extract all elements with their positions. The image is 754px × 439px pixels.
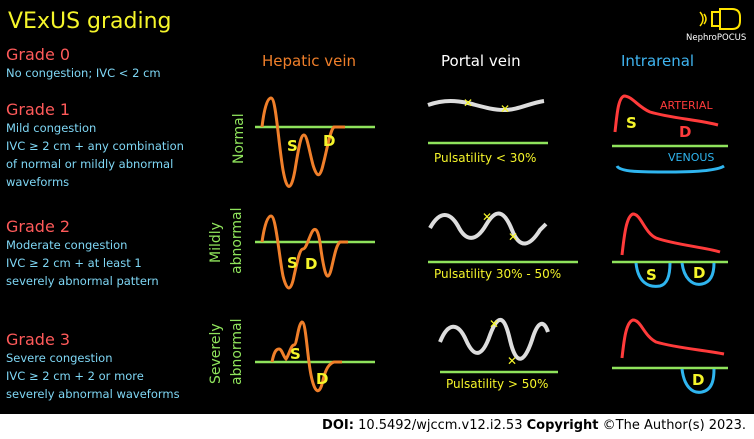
grade-0-desc: No congestion; IVC < 2 cm — [6, 66, 161, 80]
intrarenal-s-label-2: S — [646, 266, 657, 284]
logo-text: NephroPOCUS — [686, 33, 747, 43]
grade-2-desc-1: Moderate congestion — [6, 238, 128, 252]
grade-1-desc-4: waveforms — [6, 175, 70, 189]
grade-3-label: Grade 3 — [6, 330, 71, 349]
grade-0-label: Grade 0 — [6, 45, 71, 64]
intrarenal-arterial-label: ARTERIAL — [660, 99, 713, 112]
portal-marker-2a: ✕ — [482, 210, 492, 224]
grade-1-desc-3: of normal or mildly abnormal — [6, 157, 174, 171]
portal-pulsatility-1: Pulsatility < 30% — [434, 151, 536, 165]
intrarenal-venous-label: VENOUS — [668, 151, 714, 164]
doi-label: DOI: — [322, 418, 354, 433]
hepatic-s-label-2: S — [287, 254, 298, 272]
portal-waveform-2 — [428, 211, 548, 246]
ultrasound-probe-icon — [699, 8, 741, 30]
portal-marker-3b: ✕ — [507, 354, 517, 368]
grade-3-desc-1: Severe congestion — [6, 351, 113, 365]
intrarenal-venous-3 — [680, 368, 716, 394]
intrarenal-d-label-1: D — [679, 123, 691, 141]
portal-pulsatility-2: Pulsatility 30% - 50% — [434, 267, 561, 281]
grade-2-desc-2: IVC ≥ 2 cm + at least 1 — [6, 256, 142, 270]
footer: DOI: 10.5492/wjccm.v12.i2.53 Copyright ©… — [0, 414, 754, 439]
copyright-label: Copyright — [526, 418, 599, 433]
portal-marker-3a: ✕ — [489, 317, 499, 331]
hepatic-waveform-2 — [260, 214, 348, 290]
row-label-severely: Severely — [208, 323, 224, 384]
grade-1-label: Grade 1 — [6, 100, 71, 119]
row-label-severely-2: abnormal — [229, 318, 245, 385]
col-header-intrarenal: Intrarenal — [621, 52, 695, 70]
grade-1-desc-1: Mild congestion — [6, 121, 97, 135]
portal-marker-2b: ✕ — [508, 230, 518, 244]
grade-2-desc-3: severely abnormal pattern — [6, 274, 159, 288]
portal-waveform-1 — [427, 99, 545, 113]
intrarenal-s-label-1: S — [626, 114, 637, 132]
portal-waveform-3 — [438, 317, 550, 361]
copyright-value: ©The Author(s) 2023. — [602, 418, 746, 433]
waveform-canvas: Normal Mildly abnormal Severely abnormal… — [208, 94, 728, 394]
intrarenal-arterial-3 — [620, 318, 725, 359]
row-label-normal: Normal — [231, 113, 247, 164]
row-label-mildly-2: abnormal — [229, 207, 245, 274]
grade-1-desc-2: IVC ≥ 2 cm + any combination — [6, 139, 184, 153]
grade-3-desc-2: IVC ≥ 2 cm + 2 or more — [6, 369, 144, 383]
citation: DOI: 10.5492/wjccm.v12.i2.53 Copyright ©… — [322, 418, 746, 433]
hepatic-waveform-3 — [270, 320, 342, 393]
intrarenal-d-label-2: D — [693, 264, 705, 282]
hepatic-waveform-1 — [260, 96, 345, 188]
col-header-hepatic: Hepatic vein — [262, 52, 357, 70]
doi-value: 10.5492/wjccm.v12.i2.53 — [358, 418, 523, 433]
hepatic-s-label-1: S — [287, 137, 298, 155]
intrarenal-arterial-1 — [613, 94, 719, 133]
grade-3-desc-3: severely abnormal waveforms — [6, 387, 180, 401]
hepatic-d-label-3: D — [316, 370, 328, 388]
row-label-mildly: Mildly — [208, 222, 224, 263]
hepatic-s-label-3: S — [290, 345, 301, 363]
hepatic-d-label-2: D — [305, 255, 317, 273]
portal-marker-1a: ✕ — [463, 96, 473, 110]
portal-marker-1b: ✕ — [500, 102, 510, 116]
diagram-title: VExUS grading — [8, 9, 172, 34]
hepatic-d-label-1: D — [323, 132, 335, 150]
grade-2-label: Grade 2 — [6, 217, 71, 236]
vexus-diagram: VExUS grading NephroPOCUS Grade 0 No con… — [0, 0, 754, 414]
col-header-portal: Portal vein — [441, 52, 521, 70]
nephropocus-logo: NephroPOCUS — [686, 3, 752, 47]
intrarenal-arterial-2 — [620, 212, 721, 256]
intrarenal-d-label-3: D — [692, 371, 704, 389]
intrarenal-venous-1 — [615, 164, 725, 174]
portal-pulsatility-3: Pulsatility > 50% — [446, 377, 548, 391]
intrarenal-venous-2 — [634, 262, 716, 288]
